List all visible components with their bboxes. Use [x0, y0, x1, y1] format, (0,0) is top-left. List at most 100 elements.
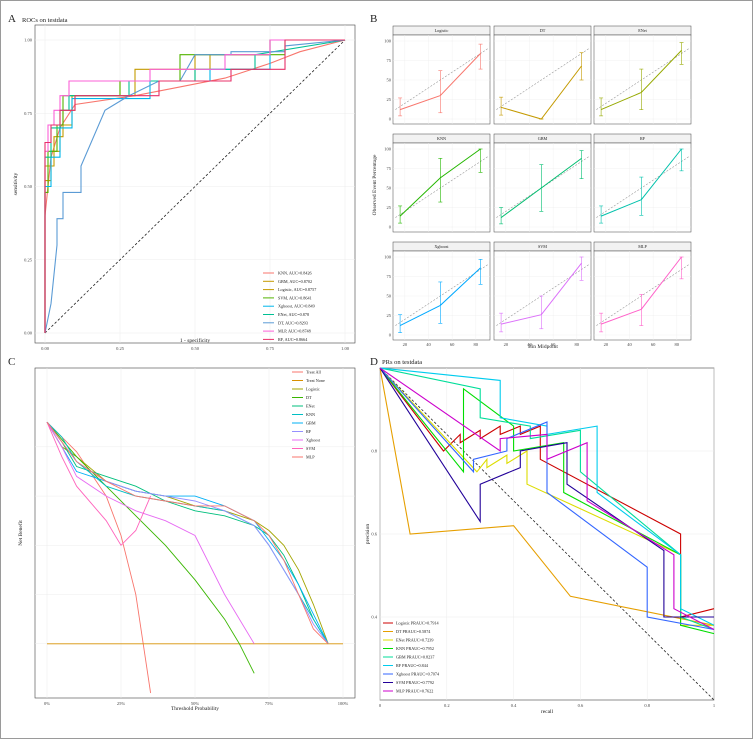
calib-series-dt — [500, 65, 582, 120]
calib-facet-plot — [392, 34, 491, 125]
dca-series-treat-all — [46, 421, 152, 694]
dca-legend-label: SVM — [306, 446, 315, 451]
roc-series-rf-auc-0-8664 — [44, 39, 345, 333]
dca-legend-label: Logistic — [306, 387, 320, 392]
roc-y-tick-label: 1.00 — [24, 38, 33, 43]
dca-x-tick-label: 25% — [117, 701, 126, 706]
dca-legend-label: KNN — [306, 412, 315, 417]
calib-facet-title: SVM — [538, 244, 547, 249]
roc-x-tick-label: 0.25 — [116, 346, 125, 351]
roc-legend-label: SVM, AUC=0.8641 — [278, 295, 312, 301]
roc-x-axis-label: 1 - specificity — [180, 337, 210, 344]
dca-x-tick-label: 0% — [44, 701, 50, 706]
pr-series-dt-prauc-0-5874 — [379, 367, 715, 626]
calib-facet-plot — [392, 142, 491, 233]
calib-facet-plot — [593, 142, 692, 233]
pr-legend-label: MLP PRAUC=0.7622 — [396, 689, 433, 694]
panel-label-c: C — [8, 356, 15, 368]
roc-y-axis-label: sensitivity — [13, 172, 19, 195]
dca-y-axis-label: Net Benefit — [17, 520, 24, 546]
roc-chart: ROCs on testdata 0.00 0.25 0.50 0.75 1.00 0.00… — [13, 17, 356, 351]
calib-y-tick-label: 100 — [384, 255, 392, 260]
pr-legend-label: Xgboost PRAUC=0.7074 — [396, 672, 440, 677]
dca-legend-label: Xgboost — [306, 438, 321, 443]
calib-x-tick-label: 60 — [450, 342, 455, 347]
pr-x-tick-label: 1 — [713, 703, 715, 708]
calib-x-tick-label: 80 — [575, 342, 580, 347]
calib-y-tick-label: 25 — [387, 313, 392, 318]
dca-legend-label: ENet — [306, 404, 315, 409]
calib-y-tick-label: 25 — [387, 97, 392, 102]
pr-x-tick-label: 0.6 — [578, 703, 584, 708]
calib-y-tick-label: 0 — [389, 333, 392, 338]
pr-chart: PRs on testdata 0 0.2 0.4 0.6 0.8 1 0.4 0.6 0.8 re… — [365, 359, 715, 715]
pr-title: PRs on testdata — [382, 359, 422, 366]
calib-x-tick-label: 20 — [403, 342, 408, 347]
roc-legend-label: Xgboost, AUC=0.849 — [278, 304, 315, 310]
calib-ideal-line — [395, 48, 488, 110]
roc-series-dt-auc-0-8293 — [44, 39, 346, 334]
dca-x-tick-label: 50% — [191, 701, 200, 706]
calib-facet-title: RF — [640, 136, 646, 141]
calib-ideal-line — [496, 48, 589, 110]
calib-series-svm — [500, 262, 582, 325]
roc-x-tick-label: 0.50 — [191, 346, 200, 351]
calib-y-tick-label: 0 — [389, 117, 392, 122]
panel-label-a: A — [8, 13, 16, 25]
roc-x-tick-label: 1.00 — [341, 346, 350, 351]
calib-x-axis-label: Bin Midpoint — [528, 344, 558, 350]
calib-x-tick-label: 80 — [474, 342, 479, 347]
calib-y-tick-label: 0 — [389, 225, 392, 230]
calib-facet-title: ENet — [638, 28, 647, 33]
calib-y-tick-label: 50 — [387, 294, 392, 299]
roc-legend-label: RF, AUC=0.8664 — [278, 337, 308, 343]
roc-legend-label: GBM, AUC=0.8702 — [278, 279, 312, 285]
roc-title: ROCs on testdata — [22, 17, 68, 24]
calib-x-tick-label: 40 — [627, 342, 632, 347]
calib-y-axis-label: Observed Event Percentage — [372, 154, 378, 215]
calib-series-gbm — [500, 157, 582, 219]
pr-x-tick-label: 0.8 — [644, 703, 650, 708]
pr-legend-label: GBM PRAUC=0.8237 — [396, 655, 434, 660]
calib-facet-plot — [392, 250, 491, 341]
calib-ideal-line — [496, 264, 589, 326]
dca-legend-label: RF — [306, 429, 312, 434]
pr-x-tick-label: 0.2 — [444, 703, 450, 708]
pr-x-tick-label: 0.4 — [511, 703, 517, 708]
calib-facet-title: GBM — [538, 136, 548, 141]
calib-series-mlp — [600, 256, 682, 325]
pr-series-xgboost-prauc-0-7074 — [379, 367, 715, 631]
roc-y-tick-label: 0.00 — [24, 331, 33, 336]
roc-y-tick-label: 0.50 — [24, 184, 33, 189]
roc-x-tick-label: 0.75 — [266, 346, 275, 351]
calib-x-tick-label: 40 — [527, 342, 532, 347]
pr-y-tick-label: 0.4 — [371, 615, 377, 620]
dca-legend-label: Treat All — [306, 370, 322, 375]
calib-facet-title: Xgboost — [434, 244, 449, 249]
pr-y-tick-label: 0.8 — [371, 449, 377, 454]
calib-facet-title: MLP — [638, 244, 647, 249]
pr-legend-label: RF PRAUC=0.844 — [396, 663, 429, 668]
pr-y-axis-label: precision — [365, 524, 371, 544]
calib-ideal-line — [395, 156, 488, 218]
pr-series-svm-prauc-0-7792 — [379, 367, 714, 618]
calib-y-tick-label: 100 — [384, 147, 392, 152]
dca-series-group — [46, 421, 343, 694]
roc-y-tick-label: 0.75 — [24, 111, 33, 116]
calib-series-knn — [399, 148, 481, 217]
calib-facet-title: KNN — [437, 136, 446, 141]
roc-legend-label: MLP, AUC=0.8748 — [278, 329, 311, 335]
calib-series-xgboost — [399, 267, 481, 327]
panel-label-d: D — [370, 356, 378, 368]
roc-legend-label: DT, AUC=0.8293 — [278, 320, 308, 326]
calib-ideal-line — [496, 156, 589, 218]
pr-legend-label: KNN PRAUC=0.7952 — [396, 646, 434, 651]
calib-facet-plot — [493, 34, 592, 125]
calibration-chart: Logistic 0 25 50 75 100 DT ENet KNN 0 25 50 75 100 GBM… — [372, 25, 692, 350]
calib-series-logistic — [399, 53, 481, 111]
roc-legend-label: Logistic, AUC=0.8757 — [278, 287, 316, 293]
roc-legend-label: KNN, AUC=0.8426 — [278, 271, 312, 277]
dca-series-xgboost — [46, 421, 255, 645]
calib-x-tick-label: 20 — [504, 342, 509, 347]
